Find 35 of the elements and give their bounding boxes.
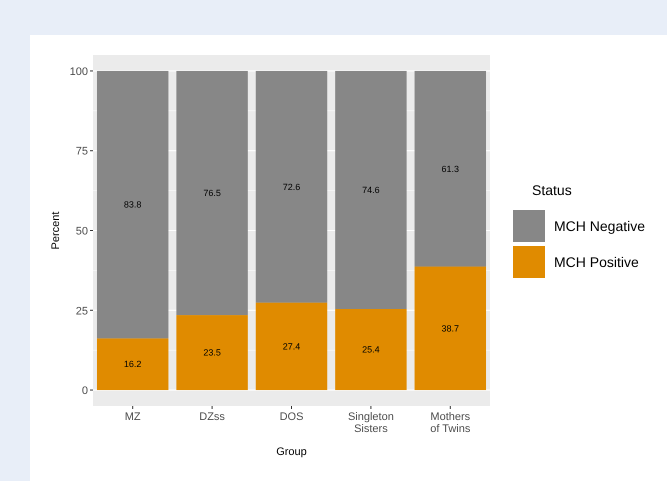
bar (414, 70, 486, 267)
data-label: 25.4 (362, 344, 380, 355)
y-tick-label: 25 (76, 305, 88, 318)
data-label: 16.2 (124, 359, 142, 370)
x-axis-title: Group (276, 446, 307, 458)
bar (176, 70, 248, 316)
data-label: 38.7 (442, 323, 460, 334)
y-axis-title: Percent (50, 212, 62, 250)
legend-label: MCH Negative (554, 218, 646, 234)
bar (96, 338, 168, 390)
legend-title: Status (532, 182, 572, 198)
bar (335, 70, 407, 309)
x-tick-label: Singleton Sisters (348, 411, 394, 435)
legend-label: MCH Positive (554, 254, 640, 270)
bar (256, 302, 328, 390)
bar (176, 315, 248, 390)
x-tick-label: MZ (124, 411, 141, 423)
data-label: 23.5 (203, 348, 221, 358)
x-tick-label: DZss (199, 411, 226, 423)
data-label: 61.3 (442, 164, 460, 174)
bar (414, 266, 486, 390)
bar (335, 308, 407, 390)
data-label: 83.8 (124, 200, 142, 210)
x-tick-label: Mothers of Twins (430, 411, 471, 435)
data-label: 74.6 (362, 184, 380, 195)
bar (256, 70, 328, 303)
y-tick-label: 100 (70, 66, 88, 78)
y-tick-label: 0 (82, 385, 88, 398)
y-tick-label: 50 (76, 226, 88, 238)
data-label: 72.6 (282, 182, 300, 192)
y-tick-label: 75 (76, 146, 88, 158)
x-tick-label: DOS (280, 411, 304, 423)
data-label: 76.5 (203, 188, 221, 198)
bar (96, 70, 168, 338)
data-label: 27.4 (282, 341, 300, 352)
